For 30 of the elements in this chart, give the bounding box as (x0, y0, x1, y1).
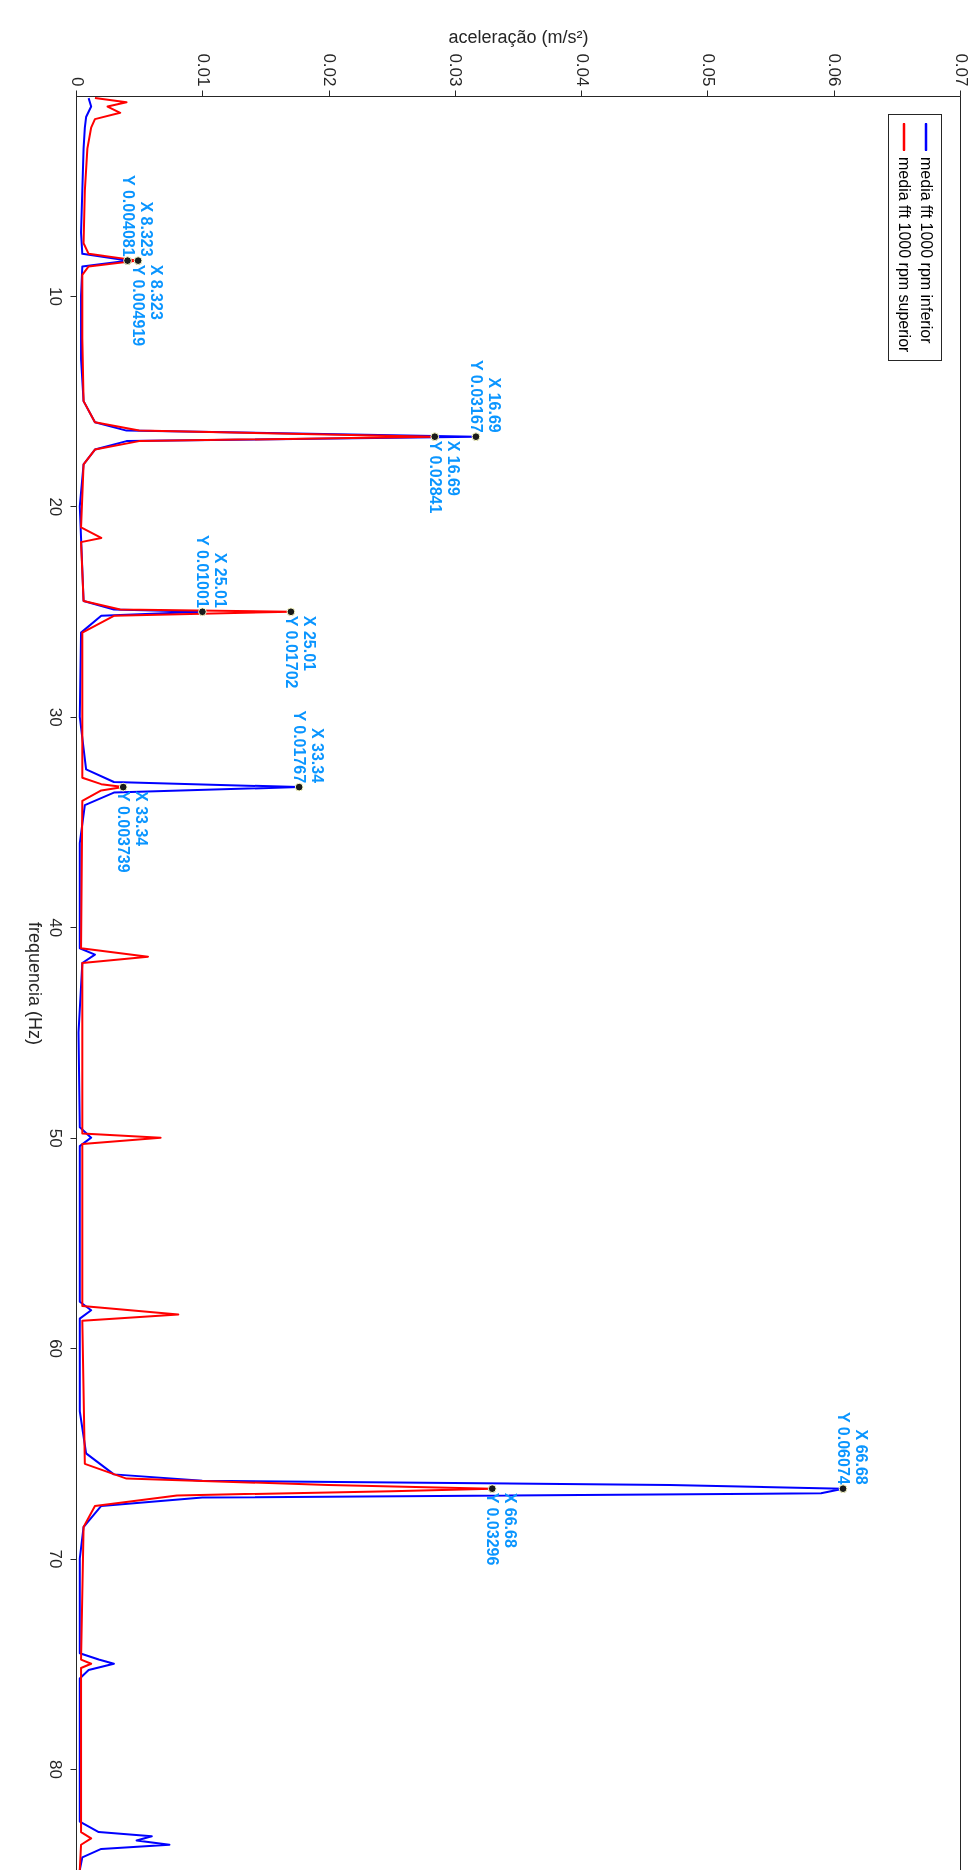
x-tick-label: 0.02 (320, 53, 340, 87)
y-tick-label: 80 (45, 1760, 65, 1779)
annotation: X 33.34 Y 0.01767 (291, 710, 327, 784)
x-tick-label: 0.05 (698, 53, 718, 87)
x-tick-label: 0 (67, 77, 87, 87)
y-tick-label: 30 (45, 707, 65, 727)
annotation: X 16.69 Y 0.03167 (467, 360, 503, 433)
annotation: X 33.34 Y 0.003739 (115, 791, 151, 873)
annotation: X 25.01 Y 0.01001 (194, 535, 230, 608)
x-tick-label: 0.07 (951, 53, 971, 87)
y-tick-label: 40 (45, 918, 65, 938)
x-tick-label: 0.04 (572, 53, 592, 87)
annotation: X 16.69 Y 0.02841 (426, 440, 462, 514)
y-tick-label: 20 (45, 497, 65, 517)
annotation: X 25.01 Y 0.01702 (282, 615, 318, 689)
y-tick-label: 70 (45, 1549, 65, 1569)
annotation: X 66.68 Y 0.06074 (835, 1412, 871, 1485)
annotation: X 8.323 Y 0.004081 (119, 175, 155, 257)
y-axis-title: frequencia (Hz) (24, 921, 45, 1046)
x-tick-label: 0.01 (193, 53, 213, 87)
x-tick-label: 0.06 (825, 53, 845, 87)
legend-label: media fft 1000 rpm inferior (917, 157, 935, 344)
annotation: X 66.68 Y 0.03296 (484, 1492, 520, 1566)
legend-label: media fft 1000 rpm superior (895, 157, 913, 353)
x-tick-label: 0.03 (446, 53, 466, 87)
y-tick-label: 60 (45, 1339, 65, 1359)
annotation: X 8.323 Y 0.004919 (130, 264, 166, 347)
x-axis-title: aceleração (m/s²) (448, 27, 589, 48)
y-tick-label: 10 (45, 286, 65, 306)
y-tick-label: 50 (45, 1128, 65, 1148)
